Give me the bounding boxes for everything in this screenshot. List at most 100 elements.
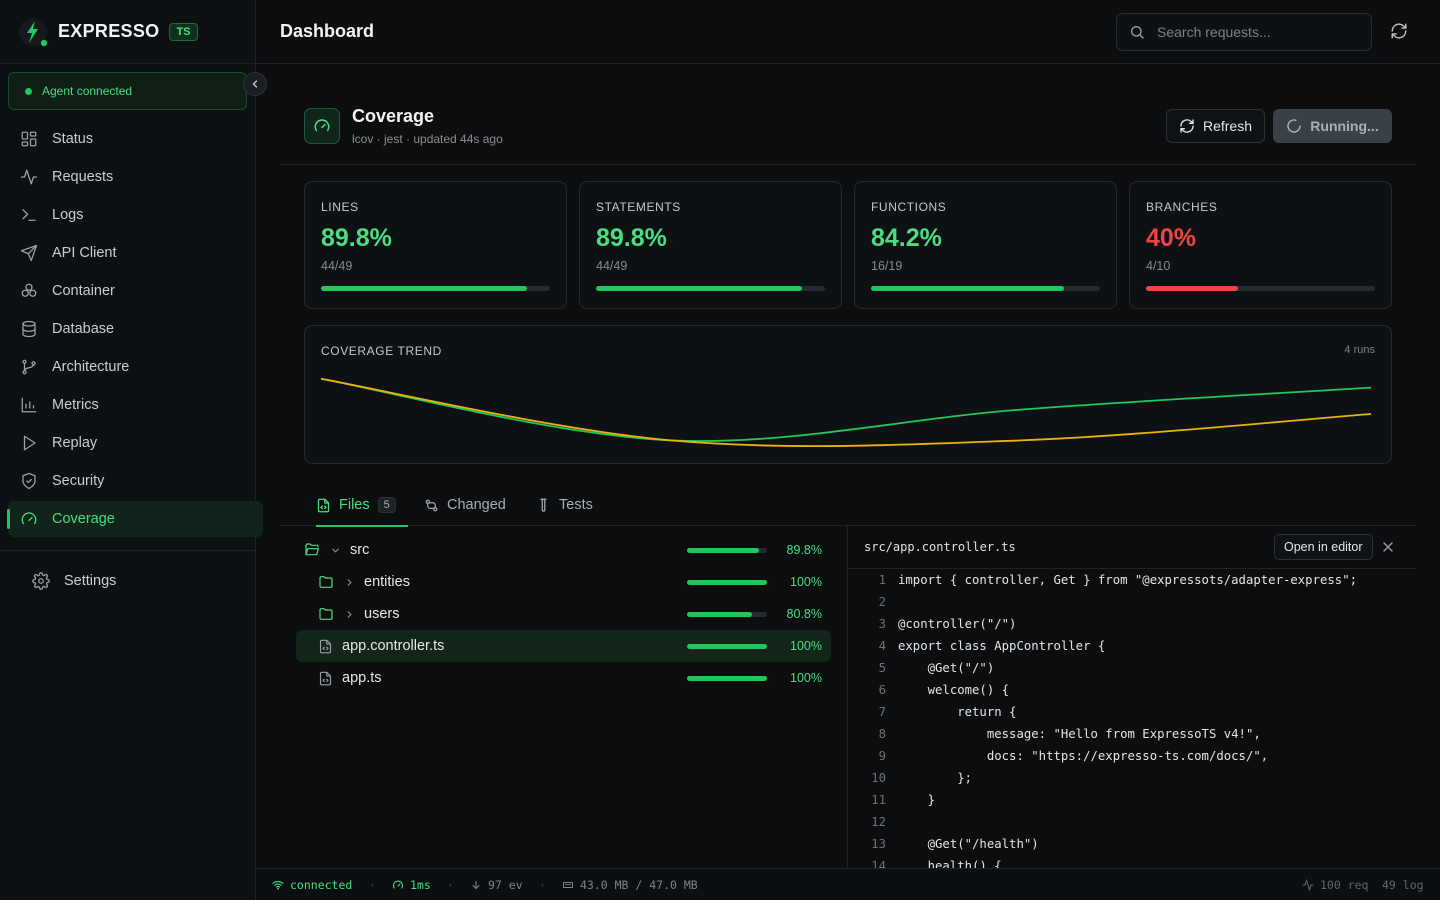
status-logs: 49 log [1382,878,1424,892]
tree-row-users[interactable]: users 80.8% [296,598,831,630]
code-line: 9 docs: "https://expresso-ts.com/docs/", [848,745,1416,767]
tab-files[interactable]: Files 5 [316,484,408,527]
tree-row-entities[interactable]: entities 100% [296,566,831,598]
file-code-icon [317,498,330,512]
brand[interactable]: EXPRESSO TS [0,0,255,64]
sidebar-item-label: Security [52,473,105,489]
sidebar-item-logs[interactable]: Logs [8,197,263,233]
running-button[interactable]: Running... [1273,109,1392,143]
folder-open-icon [305,543,319,556]
shield-icon [22,472,36,490]
stat-value: 89.8% [596,224,667,252]
stat-card-statements: STATEMENTS 89.8% 44/49 [579,181,842,309]
bar-chart-icon [21,397,37,413]
search-input[interactable] [1157,24,1357,40]
line-number: 12 [871,815,886,829]
gauge-icon [21,512,37,525]
coverage-mini-fill [687,611,752,617]
requests-label: 100 req [1320,878,1369,892]
stat-value: 40% [1146,224,1197,252]
sidebar-item-container[interactable]: Container [8,273,263,309]
coverage-mini-bar [687,611,767,617]
chevron-right-icon [347,578,352,586]
sidebar-item-label: Replay [52,435,98,451]
stat-label: LINES [321,200,359,214]
connection-label: connected [290,878,353,892]
code-viewer[interactable]: 1 import { controller, Get } from "@expre… [848,569,1416,868]
sidebar-item-label: Database [52,321,115,337]
tree-row-app-controller[interactable]: app.controller.ts 100% [296,630,831,662]
events-label: 97 ev [488,878,523,892]
page-subtitle: lcov · jest · updated 44s ago [352,132,503,146]
stat-fraction: 44/49 [596,259,628,273]
coverage-page-icon [304,108,340,144]
folder-icon [319,608,333,620]
sidebar-item-status[interactable]: Status [8,121,263,157]
open-in-editor-button[interactable]: Open in editor [1274,534,1373,560]
sidebar-item-settings[interactable]: Settings [20,563,240,599]
stat-progress-bar [321,286,550,291]
close-code-panel-button[interactable] [1380,539,1396,555]
sidebar-item-requests[interactable]: Requests [8,159,263,195]
refresh-button[interactable]: Refresh [1166,109,1265,143]
sidebar-item-label: Container [52,283,115,299]
collapse-sidebar-button[interactable] [243,72,267,96]
stat-label: BRANCHES [1146,200,1218,214]
header-title: Dashboard [280,21,375,41]
sidebar-item-database[interactable]: Database [8,311,263,347]
search-box[interactable] [1116,13,1372,51]
expresso-logo-icon [18,17,48,47]
page-divider [280,164,1416,165]
line-source: @Get("/") [898,661,995,675]
status-separator: · [539,878,546,892]
stat-progress-bar [596,286,825,291]
tree-item-name: entities [364,574,410,590]
status-bar: connected · 1ms · 97 ev · 43.0 MB / 47.0… [256,868,1440,900]
code-line: 11 } [848,789,1416,811]
grid-icon [21,131,37,147]
tree-item-name: app.controller.ts [342,638,445,654]
status-requests: 100 req [1302,878,1368,892]
running-button-label: Running... [1310,118,1379,134]
stat-progress-fill [596,286,802,291]
tree-row-src[interactable]: src 89.8% [296,534,831,566]
stat-fraction: 4/10 [1146,259,1171,273]
tab-changed[interactable]: Changed [424,484,506,526]
line-number: 6 [878,683,886,697]
ts-badge: TS [169,22,198,41]
coverage-percent: 100% [790,639,822,653]
memory-label: 43.0 MB / 47.0 MB [580,878,698,892]
spinner-icon [1287,119,1302,133]
trend-plot [320,377,1372,448]
line-source: health() { [898,859,1002,868]
code-line: 1 import { controller, Get } from "@expre… [848,569,1416,591]
tree-row-app-ts[interactable]: app.ts 100% [296,662,831,694]
boxes-icon [21,283,37,297]
tree-item-name: app.ts [342,670,382,686]
sidebar-item-metrics[interactable]: Metrics [8,387,263,423]
header-refresh-button[interactable] [1388,20,1410,42]
sidebar-item-label: Status [52,131,94,147]
file-code-icon [319,639,332,653]
tab-label: Tests [559,497,593,513]
sidebar-item-replay[interactable]: Replay [8,425,263,461]
sidebar-item-label: Logs [52,207,84,223]
sidebar-settings: Settings [20,563,240,601]
status-memory: 43.0 MB / 47.0 MB [562,878,698,892]
sidebar-item-security[interactable]: Security [8,463,263,499]
stat-progress-bar [1146,286,1375,291]
gauge-icon [393,880,403,889]
sidebar-item-label: API Client [52,245,117,261]
status-latency: 1ms [392,878,431,892]
tab-tests[interactable]: Tests [536,484,593,526]
chart-title: COVERAGE TREND [321,344,442,358]
sidebar-item-api-client[interactable]: API Client [8,235,263,271]
sidebar-item-architecture[interactable]: Architecture [8,349,263,385]
coverage-mini-bar [687,675,767,681]
stat-fraction: 44/49 [321,259,353,273]
runs-count: 4 runs [1344,344,1375,356]
git-branch-icon [22,359,36,375]
file-code-icon [319,671,332,685]
code-line: 6 welcome() { [848,679,1416,701]
sidebar-item-coverage[interactable]: Coverage [7,501,263,537]
